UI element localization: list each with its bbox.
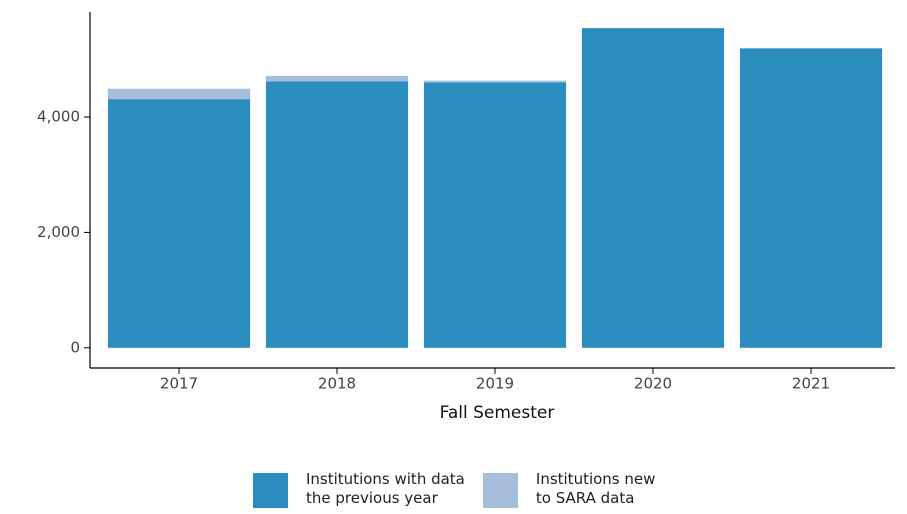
x-tick-label: 2019 (476, 375, 514, 393)
bar-segment (265, 76, 409, 82)
bar-segment (107, 99, 251, 348)
bar-segment (265, 81, 409, 348)
y-tick-label: 2,000 (37, 223, 80, 241)
legend-swatch (482, 473, 518, 508)
bar-segment (581, 28, 725, 348)
bar-segment (423, 80, 567, 83)
legend-label: Institutions with data the previous year (306, 470, 465, 507)
x-axis-title: Fall Semester (440, 403, 555, 423)
x-tick-label: 2021 (792, 375, 830, 393)
chart: Fall Semester 0 2,000 4,000 2017 2018 2019 202… (37, 12, 895, 423)
x-tick-label: 2018 (318, 375, 356, 393)
legend-label: Institutions new to SARA data (535, 470, 656, 507)
bar-segment (107, 88, 251, 100)
legend-swatch (253, 473, 288, 508)
bar-segment (739, 48, 883, 348)
legend-item: Institutions new to SARA data (482, 470, 656, 508)
y-tick-label: 4,000 (37, 108, 80, 126)
legend-item: Institutions with data the previous year (253, 470, 465, 508)
y-tick-label: 0 (70, 338, 80, 356)
legend: Institutions with data the previous year… (253, 470, 655, 508)
x-tick-label: 2020 (634, 375, 672, 393)
x-tick-label: 2017 (160, 375, 198, 393)
bar-segment (423, 82, 567, 348)
